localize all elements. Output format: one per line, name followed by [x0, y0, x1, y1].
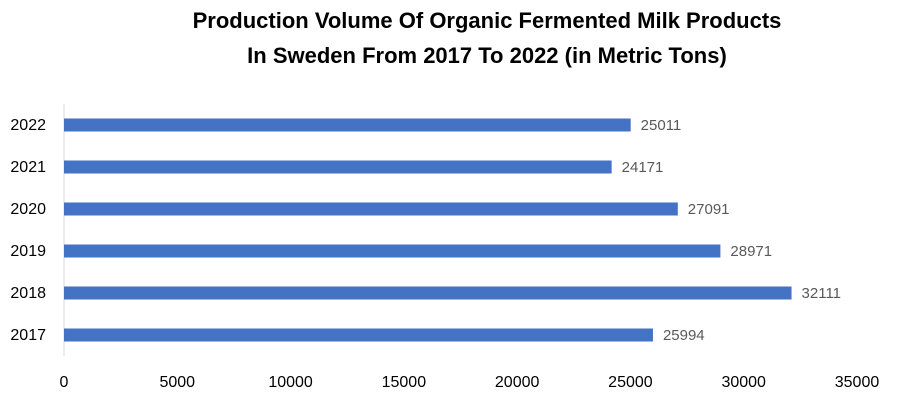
bar — [64, 118, 631, 132]
x-tick-label: 15000 — [382, 374, 427, 391]
chart-title: Production Volume Of Organic Fermented M… — [193, 8, 782, 33]
y-tick-label: 2017 — [10, 327, 46, 344]
bar — [64, 244, 721, 258]
x-tick-label: 35000 — [835, 374, 880, 391]
x-tick-label: 10000 — [268, 374, 313, 391]
bar — [64, 202, 678, 216]
bar — [64, 328, 653, 342]
data-label: 27091 — [688, 201, 730, 218]
chart-title: In Sweden From 2017 To 2022 (in Metric T… — [247, 43, 727, 68]
x-tick-label: 25000 — [608, 374, 653, 391]
y-tick-label: 2018 — [10, 285, 46, 302]
x-tick-label: 30000 — [721, 374, 766, 391]
data-label: 24171 — [622, 159, 664, 176]
y-tick-label: 2019 — [10, 243, 46, 260]
bar — [64, 160, 612, 174]
data-label: 25994 — [663, 327, 705, 344]
data-label: 25011 — [641, 117, 682, 134]
y-tick-label: 2022 — [10, 117, 46, 134]
y-tick-label: 2021 — [10, 159, 46, 176]
bar — [64, 286, 792, 300]
y-tick-label: 2020 — [10, 201, 46, 218]
data-label: 28971 — [730, 243, 772, 260]
x-tick-label: 0 — [60, 374, 69, 391]
x-tick-label: 5000 — [159, 374, 195, 391]
x-tick-label: 20000 — [495, 374, 540, 391]
data-label: 32111 — [802, 285, 842, 302]
